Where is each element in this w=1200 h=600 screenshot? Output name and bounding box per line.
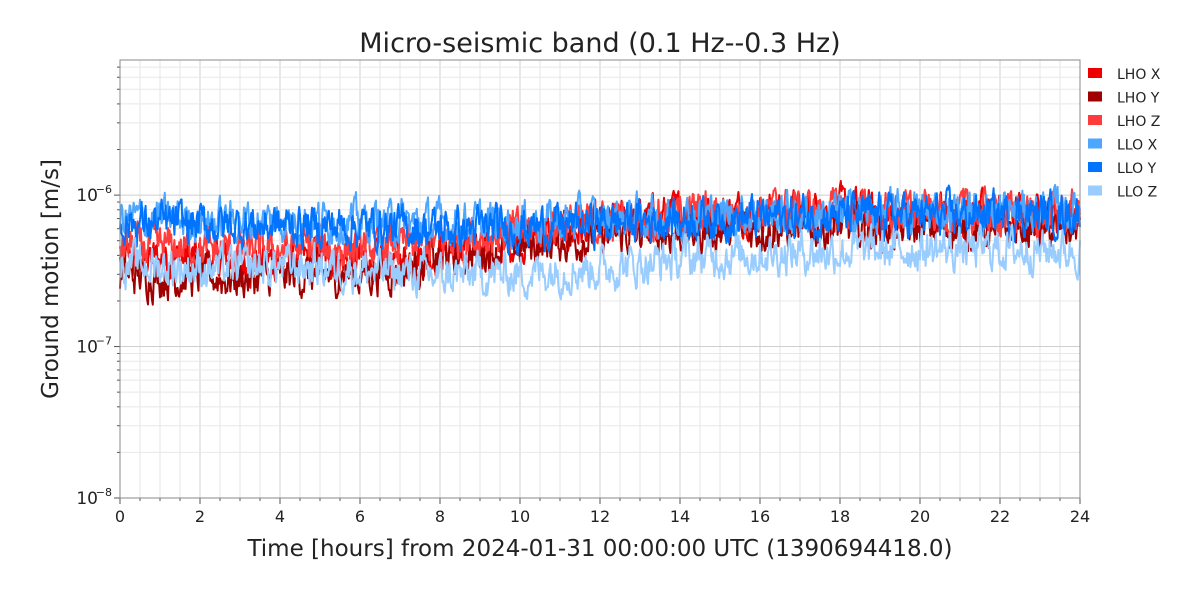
y-tick-exponent: −6 <box>96 183 112 196</box>
x-tick-label: 0 <box>115 507 125 526</box>
series-line-llo-y <box>119 184 1081 257</box>
legend-label: LLO Z <box>1117 185 1157 201</box>
x-tick-label: 8 <box>435 507 445 526</box>
y-tick-exponent: −7 <box>96 335 112 348</box>
x-tick-label: 24 <box>1070 507 1090 526</box>
legend-label: LLO Y <box>1117 161 1157 177</box>
legend-label: LHO Z <box>1117 114 1160 130</box>
legend: LHO X LHO Y LHO Z LLO X LLO Y LLO Z <box>1088 67 1161 201</box>
legend-swatch <box>1088 138 1102 149</box>
x-tick-label: 16 <box>750 507 770 526</box>
legend-label: LHO X <box>1117 67 1161 83</box>
legend-label: LHO Y <box>1117 91 1160 107</box>
legend-swatch <box>1088 185 1102 196</box>
legend-swatch <box>1088 162 1102 172</box>
series-lines <box>119 180 1081 306</box>
x-tick-label: 12 <box>590 507 610 526</box>
x-tick-label: 4 <box>275 507 285 526</box>
legend-label: LLO X <box>1117 138 1158 154</box>
plot-frame <box>119 59 1081 499</box>
chart-title: Micro-seismic band (0.1 Hz--0.3 Hz) <box>359 28 840 59</box>
x-tick-label: 2 <box>195 507 205 526</box>
legend-swatch <box>1088 68 1102 78</box>
x-tick-label: 18 <box>830 507 850 526</box>
x-axis-label: Time [hours] from 2024-01-31 00:00:00 UT… <box>246 536 952 562</box>
x-tick-label: 22 <box>990 507 1010 526</box>
legend-swatch <box>1088 91 1102 102</box>
legend-swatch <box>1088 115 1102 125</box>
x-tick-label: 14 <box>670 507 690 526</box>
x-tick-label: 6 <box>355 507 365 526</box>
y-axis-label: Ground motion [m/s] <box>38 159 64 399</box>
x-tick-label: 20 <box>910 507 930 526</box>
x-tick-label: 10 <box>510 507 530 526</box>
series-line-llo-z <box>119 223 1081 301</box>
y-tick-label: 10 <box>76 186 98 206</box>
y-tick-label: 10 <box>76 489 98 509</box>
y-tick-exponent: −8 <box>96 486 112 499</box>
y-tick-label: 10 <box>76 338 98 358</box>
